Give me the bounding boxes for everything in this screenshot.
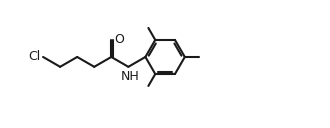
Text: O: O — [114, 33, 124, 46]
Text: NH: NH — [121, 70, 140, 83]
Text: Cl: Cl — [28, 50, 41, 63]
